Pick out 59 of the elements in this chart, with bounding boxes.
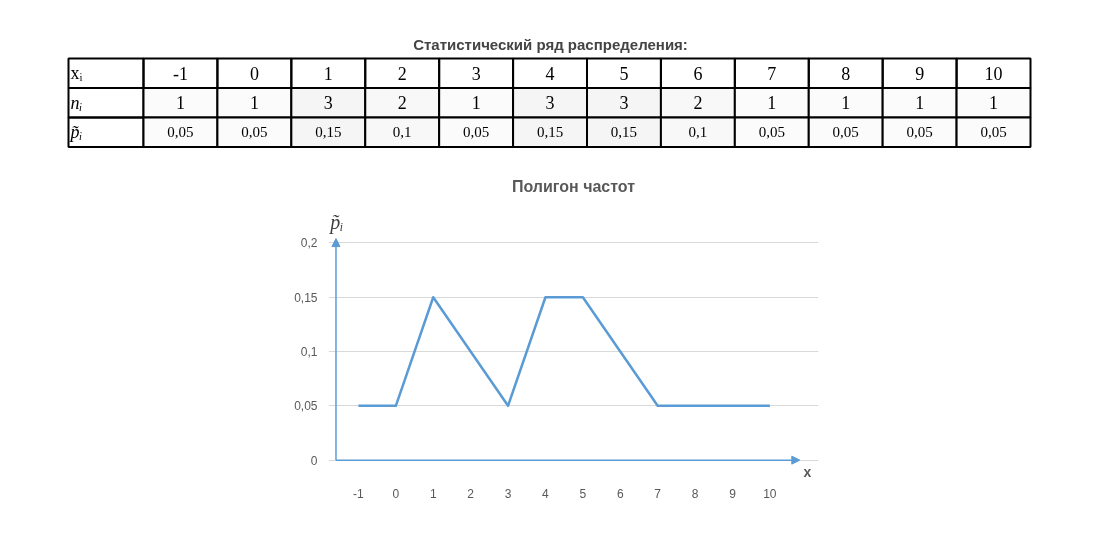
y-axis-title: p̃ᵢ [328, 210, 344, 234]
y-tick-label: 0,05 [294, 399, 318, 414]
data-label: 0,05 [980, 124, 1007, 141]
x-tick-label: 0 [249, 63, 259, 84]
x-axis-title: x [803, 464, 812, 481]
data-label: 0,15 [536, 124, 564, 141]
data-label: 0,15 [610, 124, 638, 141]
data-label: 2 [397, 93, 407, 114]
data-label: 1 [249, 93, 259, 114]
data-label: 0,05 [832, 124, 859, 141]
data-label: 0,1 [688, 124, 708, 141]
data-label: 1 [989, 93, 999, 114]
x-tick-label: 7 [767, 63, 777, 84]
data-label: 0,05 [906, 124, 933, 141]
x-tick-label: 8 [691, 486, 699, 501]
x-tick-label: 1 [429, 486, 437, 501]
x-tick-label: 0 [392, 486, 400, 501]
data-label: 0,05 [758, 124, 785, 141]
data-label: 1 [915, 93, 925, 114]
x-tick-label: 1 [323, 63, 333, 84]
x-axis-title: xᵢ [70, 63, 83, 84]
x-tick-label: 9 [729, 486, 737, 501]
x-tick-label: 10 [763, 486, 777, 501]
data-label: 3 [545, 93, 555, 114]
y-tick-label: 0,1 [300, 345, 318, 360]
x-tick-label: 2 [397, 63, 407, 84]
chart-title: Статистический ряд распределения: [413, 36, 688, 53]
data-label: 0,05 [167, 124, 194, 141]
x-tick-label: 6 [693, 63, 703, 84]
x-tick-label: 6 [616, 486, 624, 501]
data-label: 3 [619, 93, 629, 114]
data-label: 0,15 [315, 124, 342, 141]
y-tick-label: 0 [310, 453, 318, 468]
x-tick-label: 7 [654, 486, 662, 501]
data-label: 1 [841, 93, 851, 114]
data-label: 1 [471, 93, 481, 114]
data-label: 0,1 [392, 124, 412, 141]
x-tick-label: 9 [915, 63, 925, 84]
data-label: 1 [767, 93, 777, 114]
chart-title: Полигон частот [511, 177, 636, 195]
x-tick-label: 5 [619, 63, 629, 84]
y-tick-label: 0,2 [300, 236, 318, 251]
data-label: 0,05 [463, 124, 490, 141]
x-tick-label: 5 [579, 486, 587, 501]
x-tick-label: 3 [504, 486, 512, 501]
data-label: 0,05 [241, 124, 268, 141]
x-tick-label: -1 [353, 486, 365, 501]
x-tick-label: 4 [545, 63, 555, 84]
x-tick-label: -1 [172, 63, 188, 84]
x-tick-label: 10 [984, 63, 1003, 84]
y-tick-label: 0,15 [294, 290, 318, 305]
x-tick-label: 8 [841, 63, 851, 84]
x-tick-label: 3 [471, 63, 481, 84]
x-tick-label: 4 [542, 486, 550, 501]
y-tick-label: nᵢ [70, 92, 83, 113]
data-label: 1 [175, 93, 185, 114]
x-tick-label: 2 [467, 486, 475, 501]
data-label: 2 [693, 93, 703, 114]
data-label: 3 [323, 93, 333, 114]
